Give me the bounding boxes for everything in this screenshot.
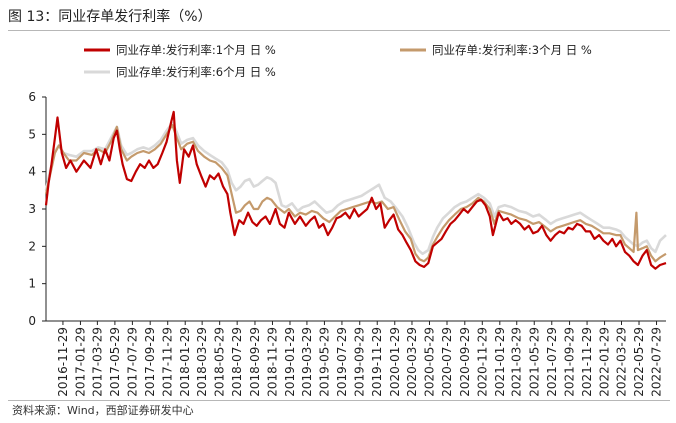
y-tick-label: 0 xyxy=(28,314,36,328)
figure-title: 图 13：同业存单发行利率（%） xyxy=(8,9,212,25)
x-tick-label: 2019-11-29 xyxy=(370,327,384,397)
legend-label-6m: 同业存单:发行利率:6个月 日 % xyxy=(116,65,276,79)
footer-divider xyxy=(8,400,670,401)
x-tick-label: 2020-03-29 xyxy=(405,327,419,397)
x-tick-label: 2017-03-29 xyxy=(90,327,104,397)
y-tick-label: 2 xyxy=(28,239,36,253)
chart-legend: 同业存单:发行利率:1个月 日 % 同业存单:发行利率:3个月 日 % 同业存单… xyxy=(84,43,592,79)
x-tick-label: 2018-09-29 xyxy=(248,327,262,397)
x-tick-label: 2016-11-29 xyxy=(56,327,70,397)
x-tick-label: 2018-11-29 xyxy=(265,327,279,397)
x-tick-label: 2017-09-29 xyxy=(143,327,157,397)
x-tick-label: 2019-01-29 xyxy=(283,327,297,397)
x-tick-label: 2022-07-29 xyxy=(650,327,664,397)
x-tick-label: 2020-11-29 xyxy=(475,327,489,397)
x-tick-label: 2020-05-29 xyxy=(422,327,436,397)
x-tick-label: 2019-09-29 xyxy=(353,327,367,397)
x-tick-label: 2020-07-29 xyxy=(440,327,454,397)
y-tick-label: 6 xyxy=(28,90,36,104)
y-axis: 0 1 2 3 4 5 6 xyxy=(28,90,47,328)
x-tick-label: 2019-07-29 xyxy=(335,327,349,397)
source-note: 资料来源：Wind，西部证券研发中心 xyxy=(12,404,194,417)
x-tick-label: 2019-05-29 xyxy=(317,327,331,397)
y-tick-label: 3 xyxy=(28,202,36,216)
y-tick-label: 5 xyxy=(28,127,36,141)
legend-label-1m: 同业存单:发行利率:1个月 日 % xyxy=(116,43,276,57)
x-tick-label: 2022-01-29 xyxy=(598,327,612,397)
x-tick-label: 2017-01-29 xyxy=(73,327,87,397)
x-tick-label: 2021-09-29 xyxy=(563,327,577,397)
series-line-6m xyxy=(44,121,667,256)
x-tick-label: 2021-03-29 xyxy=(510,327,524,397)
y-tick-label: 4 xyxy=(28,165,36,179)
series-line-1m xyxy=(44,110,667,270)
x-tick-label: 2021-01-29 xyxy=(493,327,507,397)
x-tick-label: 2020-09-29 xyxy=(458,327,472,397)
x-tick-label: 2021-07-29 xyxy=(545,327,559,397)
series-layer xyxy=(44,110,667,270)
series-line-3m xyxy=(44,123,667,263)
title-divider xyxy=(8,30,670,31)
x-tick-label: 2018-07-29 xyxy=(230,327,244,397)
x-tick-label: 2018-05-29 xyxy=(213,327,227,397)
x-tick-label: 2021-11-29 xyxy=(580,327,594,397)
x-tick-label: 2020-01-29 xyxy=(388,327,402,397)
x-tick-label: 2019-03-29 xyxy=(300,327,314,397)
x-tick-label: 2017-07-29 xyxy=(125,327,139,397)
legend-label-3m: 同业存单:发行利率:3个月 日 % xyxy=(432,43,592,57)
rate-line-chart: 同业存单:发行利率:1个月 日 % 同业存单:发行利率:3个月 日 % 同业存单… xyxy=(28,43,667,397)
x-tick-label: 2021-05-29 xyxy=(527,327,541,397)
x-tick-label: 2022-05-29 xyxy=(632,327,646,397)
x-tick-label: 2018-01-29 xyxy=(178,327,192,397)
x-tick-label: 2017-05-29 xyxy=(108,327,122,397)
x-tick-label: 2022-03-29 xyxy=(615,327,629,397)
x-tick-label: 2018-03-29 xyxy=(195,327,209,397)
x-axis: 2016-11-29 2017-01-29 2017-03-29 2017-05-29… xyxy=(46,320,666,397)
x-tick-label: 2017-11-29 xyxy=(161,327,175,397)
y-tick-label: 1 xyxy=(28,277,36,291)
